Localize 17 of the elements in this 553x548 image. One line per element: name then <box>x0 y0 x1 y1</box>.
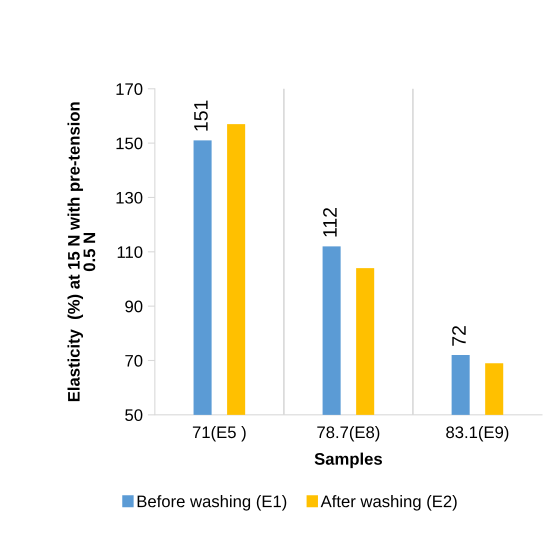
y-tick-label: 130 <box>116 192 142 204</box>
x-tick-label: 83.1(E9) <box>446 426 508 442</box>
x-tick-label: 71(E5 ) <box>192 426 246 442</box>
x-axis-title: Samples <box>314 452 382 468</box>
y-tick-label: 170 <box>116 83 142 95</box>
y-tick-label: 50 <box>125 409 142 422</box>
y-tick-label: 90 <box>125 300 142 312</box>
y-axis-title: Elasticity (%) at 15 N with pre-tension 0.5 N <box>67 102 96 402</box>
data-label: 72 <box>452 326 466 346</box>
legend-label: Before washing (E1) <box>138 495 286 511</box>
y-tick-label: 70 <box>125 354 142 367</box>
legend-label: After washing (E2) <box>320 495 457 511</box>
data-label: 112 <box>323 208 337 237</box>
y-tick-label: 110 <box>118 246 142 258</box>
x-tick-label: 78.7(E8) <box>317 426 380 442</box>
y-tick-label: 150 <box>116 138 142 150</box>
data-label: 151 <box>194 100 208 131</box>
